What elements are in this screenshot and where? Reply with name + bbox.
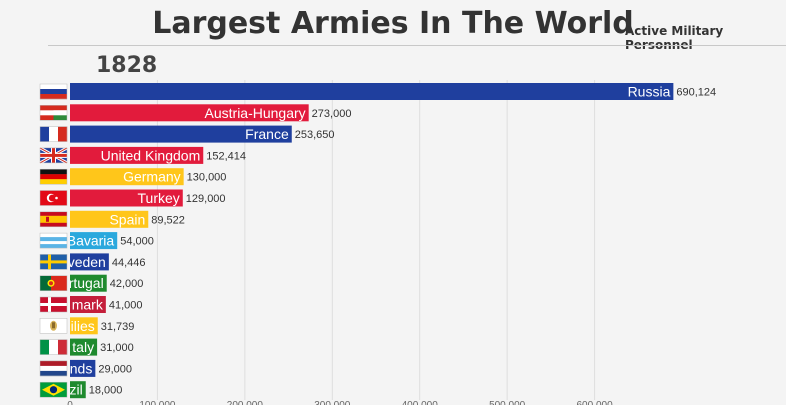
value-label: 89,522 (151, 214, 185, 226)
chart-subtitle: Active Military Personnel (625, 24, 724, 52)
bar-label: France (245, 126, 289, 142)
bar-label: ilies (71, 318, 95, 334)
bar (70, 253, 109, 271)
title-divider (48, 45, 786, 46)
x-tick-label: 200,000 (227, 400, 264, 405)
austria-hungary-flag-icon (39, 105, 68, 121)
bar-label: Austria-Hungary (205, 105, 306, 121)
bar (70, 125, 292, 143)
bar (70, 210, 149, 228)
chart-title: Largest Armies In The World (152, 6, 634, 41)
denmark-flag-icon (39, 296, 68, 313)
year-label: 1828 (96, 53, 158, 78)
x-tick-label: 300,000 (314, 400, 351, 405)
bar-label: zil (70, 382, 83, 398)
brazil-flag-icon (39, 381, 68, 398)
value-label: 31,000 (100, 342, 134, 354)
france-flag-icon (39, 126, 68, 142)
portugal-flag-icon (39, 275, 68, 291)
bar (70, 381, 86, 399)
bar (70, 296, 106, 313)
x-tick-label: 500,000 (489, 400, 526, 405)
value-label: 31,739 (101, 321, 135, 333)
uk-flag-icon (39, 146, 68, 165)
bar (70, 338, 98, 356)
bar-label: nds (70, 360, 93, 376)
value-label: 42,000 (110, 278, 144, 290)
bar (70, 274, 107, 292)
value-label: 44,446 (112, 257, 146, 269)
turkey-flag-icon (39, 190, 68, 206)
bar-label: Germany (123, 169, 181, 185)
value-label: 41,000 (109, 300, 143, 312)
x-tick-label: 600,000 (576, 400, 613, 405)
value-label: 253,650 (295, 129, 335, 141)
value-label: 130,000 (187, 172, 227, 184)
bar-label: rtugal (69, 275, 104, 291)
bar-label: Russia (628, 84, 671, 100)
value-label: 273,000 (312, 108, 352, 120)
bar (70, 146, 204, 164)
bar-label: United Kingdom (101, 147, 201, 163)
value-label: 18,000 (89, 385, 123, 397)
italy-flag-icon (39, 339, 68, 355)
value-label: 29,000 (98, 363, 132, 375)
x-tick-label: 400,000 (402, 400, 439, 405)
bar (70, 317, 98, 335)
bar-label: taly (72, 339, 94, 355)
bar (70, 359, 96, 377)
spain-flag-icon (39, 211, 68, 228)
bar (70, 104, 309, 122)
two-sicilies-flag-icon (39, 318, 68, 334)
x-tick-label: 0 (67, 400, 73, 405)
value-label: 129,000 (186, 193, 226, 205)
bar-label: Spain (109, 211, 145, 227)
bavaria-flag-icon (39, 232, 68, 249)
sweden-flag-icon (39, 254, 68, 270)
value-label: 54,000 (120, 236, 154, 248)
bar (70, 83, 674, 100)
x-tick-label: 100,000 (139, 400, 176, 405)
germany-flag-icon (39, 168, 68, 185)
bar-label: mark (72, 297, 104, 313)
value-label: 690,124 (676, 87, 716, 99)
bar (70, 232, 118, 250)
bar-label: veden (68, 254, 106, 270)
russia-flag-icon (39, 83, 68, 100)
netherlands-flag-icon (39, 360, 68, 377)
bar (70, 189, 183, 207)
bar (70, 168, 184, 186)
bar-label: Bavaria (67, 233, 115, 249)
bar-label: Turkey (138, 190, 180, 206)
value-label: 152,414 (206, 150, 246, 162)
